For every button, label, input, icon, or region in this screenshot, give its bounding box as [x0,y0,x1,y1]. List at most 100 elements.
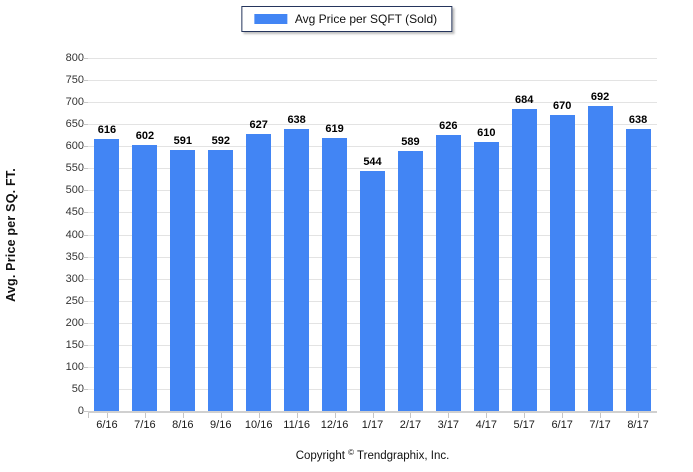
x-axis-label: 3/17 [437,419,460,431]
bar-value-label: 544 [363,155,382,168]
x-tick [524,413,526,418]
y-tick-label: 100 [65,360,84,373]
x-axis-label: 12/16 [320,419,349,431]
x-axis-label: 9/16 [210,419,232,431]
bar-value-label: 619 [325,122,344,135]
x-axis-label: 1/17 [361,419,384,431]
x-axis-label: 6/17 [551,419,573,431]
bar [170,150,196,411]
bar [360,170,385,411]
x-tick [334,413,336,418]
copyright-symbol-icon: © [348,448,355,457]
x-axis-label: 8/17 [627,419,649,431]
bar [549,115,575,411]
bar [94,139,120,411]
bar-value-label: 592 [211,134,230,147]
bar-value-label: 638 [628,114,648,127]
copyright-suffix: Trendgraphix, Inc. [357,450,450,462]
x-tick [220,413,222,418]
bar [132,145,158,411]
y-tick [83,124,88,126]
y-tick [83,102,88,104]
x-tick [638,413,640,418]
bar [397,151,423,411]
y-axis-title-wrap: Avg. Price per SQ. FT. [0,58,22,411]
bar-value-label: 627 [249,119,268,132]
gridline [88,80,657,82]
bar [322,137,348,411]
bar [511,109,537,411]
bar-value-label: 692 [590,90,610,103]
x-axis-label: 2/17 [399,419,422,431]
gridline [88,168,657,170]
bar-value-label: 610 [477,126,496,139]
gridline [88,58,657,59]
y-tick-label: 700 [65,96,84,109]
y-tick-label: 400 [65,228,84,241]
bar [587,105,613,411]
bar-value-label: 591 [173,135,192,148]
y-tick-label: 450 [65,206,84,219]
x-tick [144,413,146,418]
y-tick [83,58,88,59]
y-tick [83,256,88,258]
gridline [88,102,657,104]
x-tick [88,413,89,418]
bar [625,129,651,411]
bar-value-label: 670 [552,100,572,113]
x-tick [106,413,108,418]
bar-value-label: 616 [97,124,117,137]
x-tick [372,413,374,418]
y-tick [83,300,88,302]
x-axis-label: 7/17 [589,419,611,431]
y-axis-tick-labels: 0 50 100 150 200 250 300 350 400 450 500 550 600 650 7… [40,52,84,417]
y-tick [83,278,88,280]
x-axis-label: 6/16 [96,419,118,431]
gridline [88,124,657,126]
y-tick [83,190,88,192]
y-tick-label: 500 [65,184,84,197]
y-tick [83,388,88,390]
x-axis-labels: 6/16 7/16 8/16 9/16 10/16 11/16 12/16 1/17 2/17 3… [88,419,657,435]
legend: Avg Price per SQFT (Sold) [240,6,453,32]
bar-value-label: 638 [287,114,306,127]
y-axis-title: Avg. Price per SQ. FT. [4,167,18,302]
x-axis-label: 7/16 [134,419,156,431]
y-tick-label: 750 [65,74,84,87]
legend-swatch [253,14,287,24]
x-axis-label: 4/17 [475,419,497,431]
bar-value-label: 684 [515,94,534,107]
x-tick [182,413,184,418]
x-axis-label: 8/16 [172,419,194,431]
bar [473,141,499,411]
y-tick-label: 350 [65,250,84,263]
bar-value-label: 589 [401,136,420,149]
y-tick [83,344,88,346]
x-tick [448,413,450,418]
y-tick [83,212,88,214]
bar [208,149,234,411]
x-axis-label: 10/16 [244,419,273,431]
x-axis-label: 11/16 [283,419,310,431]
legend-label: Avg Price per SQFT (Sold) [294,12,438,26]
bar [246,134,272,411]
x-tick [600,413,602,418]
bar [284,129,310,411]
x-tick [258,413,260,418]
copyright-prefix: Copyright [295,450,345,462]
x-tick [296,413,298,418]
y-tick-label: 200 [65,316,84,329]
x-axis-label: 5/17 [513,419,535,431]
x-tick [562,413,564,418]
y-tick-label: 650 [65,118,84,131]
y-tick [83,146,88,148]
y-tick-label: 250 [65,294,84,307]
y-tick-label: 800 [65,52,84,64]
y-tick [83,322,88,324]
y-tick-label: 600 [65,140,84,153]
y-tick [83,366,88,368]
gridline [88,146,657,148]
y-tick-label: 300 [65,272,84,285]
bar-value-label: 626 [439,119,458,132]
